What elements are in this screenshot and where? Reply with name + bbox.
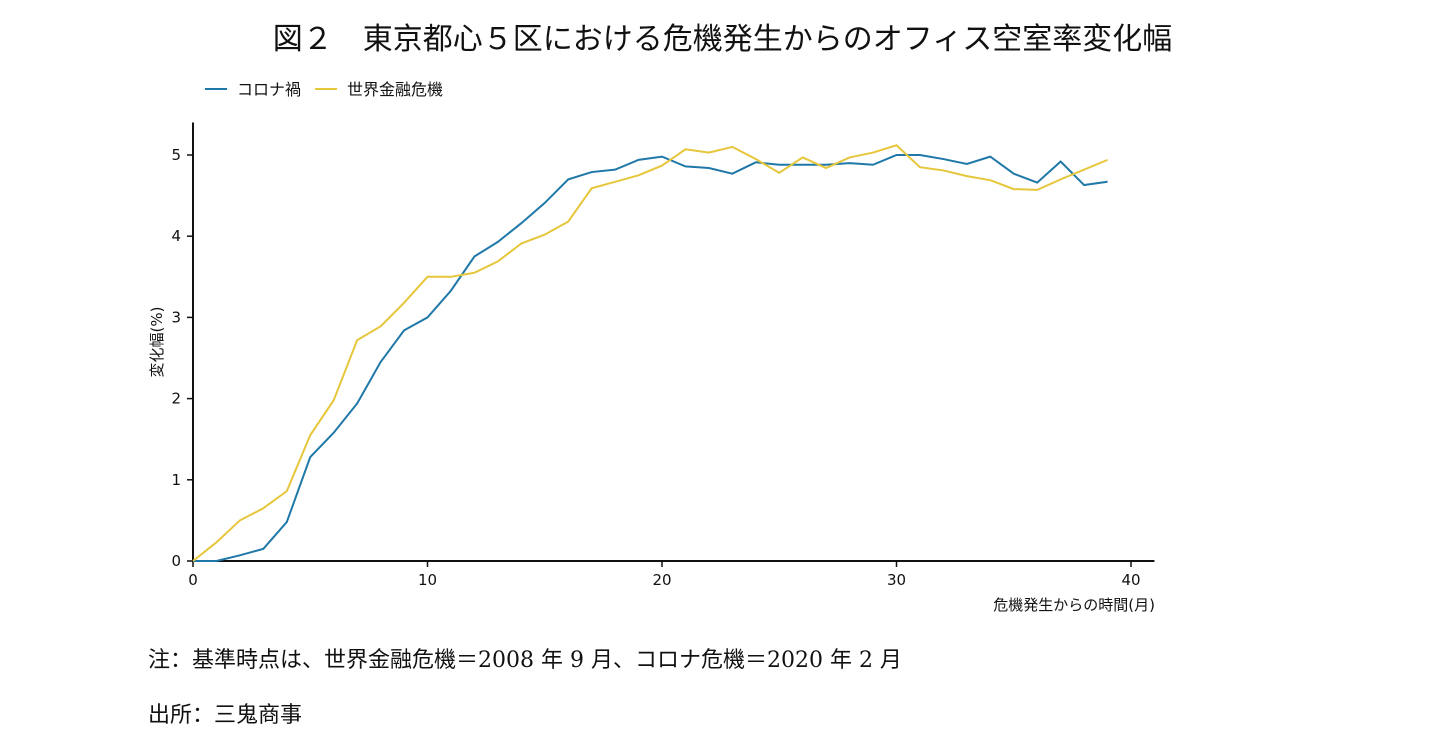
series-line-0 bbox=[193, 154, 1108, 562]
chart-source: 出所：三鬼商事 bbox=[148, 703, 303, 728]
y-tick-label: 3 bbox=[171, 308, 181, 326]
x-axis-label: 危機発生からの時間(月) bbox=[993, 596, 1155, 614]
chart-note: 注：基準時点は、世界金融危機＝2008 年 9 月、コロナ危機＝2020 年 2… bbox=[148, 648, 902, 673]
y-tick-label: 5 bbox=[171, 146, 181, 164]
line-chart: 0 10 20 30 40 0 1 2 3 4 5 危機発生からの時間(月) 変化幅(%) コロナ禍 世界金… bbox=[148, 80, 1155, 614]
y-tick-label: 2 bbox=[171, 390, 181, 408]
y-tick-label: 1 bbox=[171, 471, 181, 489]
legend-label-0: コロナ禍 bbox=[237, 80, 301, 99]
legend-label-1: 世界金融危機 bbox=[347, 80, 443, 99]
x-tick-label: 40 bbox=[1121, 571, 1140, 589]
x-tick-label: 20 bbox=[652, 571, 671, 589]
series-line-1 bbox=[192, 144, 1108, 562]
y-axis-label: 変化幅(%) bbox=[148, 307, 166, 378]
x-tick-label: 30 bbox=[887, 571, 906, 589]
y-tick-label: 4 bbox=[171, 227, 181, 245]
chart-title: 図２ 東京都心５区における危機発生からのオフィス空室率変化幅 bbox=[272, 22, 1173, 57]
x-tick-label: 10 bbox=[418, 571, 437, 589]
x-tick-label: 0 bbox=[188, 571, 198, 589]
y-tick-label: 0 bbox=[171, 552, 181, 570]
